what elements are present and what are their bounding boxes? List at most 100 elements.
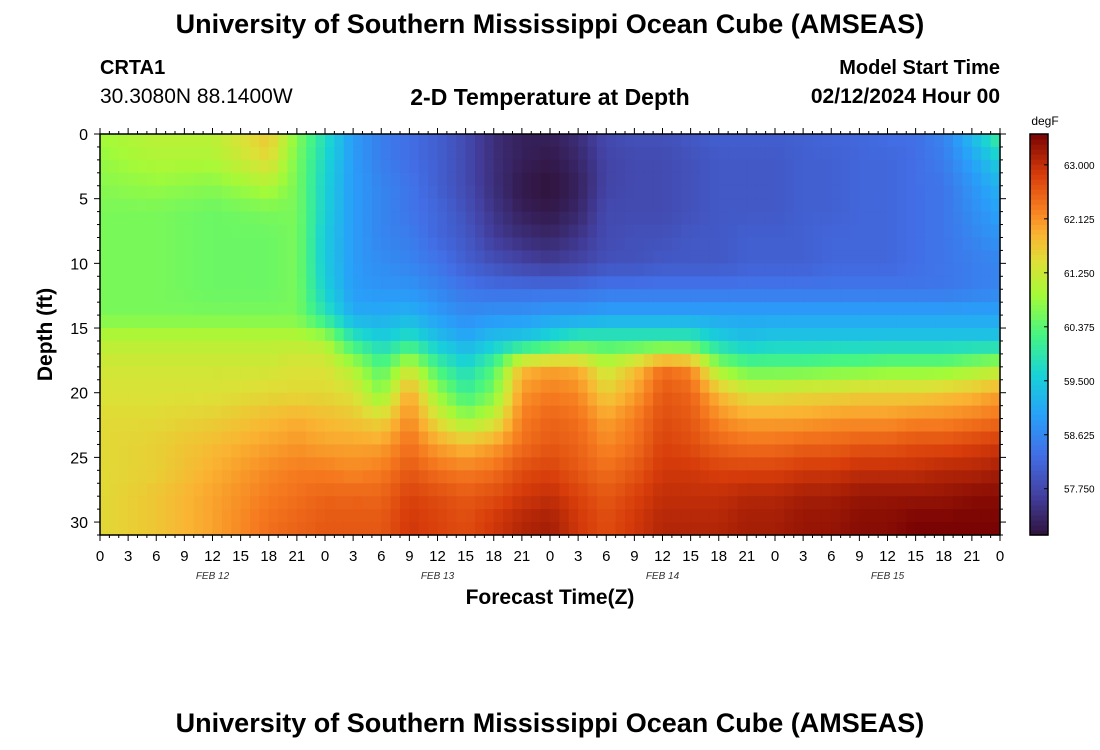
- heatmap-cell: [915, 185, 926, 200]
- heatmap-cell: [840, 431, 851, 446]
- heatmap-cell: [250, 457, 260, 471]
- heatmap-cell: [606, 134, 617, 148]
- heatmap-cell: [681, 379, 692, 394]
- heatmap-cell: [587, 250, 598, 264]
- heatmap-cell: [671, 431, 682, 446]
- heatmap-cell: [390, 522, 401, 536]
- heatmap-cell: [521, 237, 532, 252]
- heatmap-cell: [400, 172, 410, 187]
- heatmap-cell: [390, 496, 401, 510]
- heatmap-cell: [184, 418, 195, 433]
- heatmap-cell: [906, 444, 917, 458]
- heatmap-cell: [128, 483, 139, 497]
- heatmap-cell: [109, 340, 120, 355]
- heatmap-cell: [221, 496, 232, 510]
- heatmap-cell: [371, 172, 382, 187]
- heatmap-cell: [812, 431, 823, 446]
- heatmap-cell: [381, 276, 392, 290]
- heatmap-cell: [128, 237, 139, 252]
- heatmap-cell: [446, 146, 457, 161]
- heatmap-cell: [503, 198, 514, 213]
- heatmap-cell: [146, 418, 157, 433]
- heatmap-cell: [746, 470, 757, 484]
- heatmap-cell: [606, 418, 617, 433]
- heatmap-cell: [100, 185, 110, 200]
- heatmap-cell: [550, 328, 560, 342]
- heatmap-cell: [625, 263, 635, 277]
- heatmap-cell: [165, 172, 176, 187]
- heatmap-cell: [653, 405, 664, 420]
- heatmap-cell: [812, 405, 823, 420]
- colorbar-segment: [1030, 399, 1048, 406]
- heatmap-cell: [962, 211, 973, 226]
- heatmap-cell: [146, 315, 157, 329]
- heatmap-cell: [484, 496, 495, 510]
- heatmap-cell: [287, 379, 298, 394]
- heatmap-cell: [512, 328, 523, 342]
- heatmap-cell: [521, 211, 532, 226]
- heatmap-cell: [306, 237, 317, 252]
- heatmap-cell: [803, 509, 814, 523]
- heatmap-cell: [334, 198, 345, 213]
- heatmap-cell: [718, 522, 729, 536]
- heatmap-cell: [343, 405, 354, 420]
- heatmap-cell: [634, 134, 645, 148]
- heatmap-cell: [175, 224, 185, 239]
- heatmap-cell: [671, 134, 682, 148]
- heatmap-cell: [193, 263, 204, 277]
- heatmap-cell: [868, 418, 879, 433]
- heatmap-cell: [456, 483, 467, 497]
- heatmap-cell: [662, 405, 673, 420]
- heatmap-cell: [259, 366, 270, 381]
- heatmap-cell: [184, 315, 195, 329]
- heatmap-cell: [475, 224, 485, 239]
- heatmap-cell: [878, 224, 889, 239]
- heatmap-cell: [343, 379, 354, 394]
- heatmap-cell: [775, 289, 785, 303]
- heatmap-cell: [906, 392, 917, 407]
- colorbar-segment: [1030, 404, 1048, 411]
- heatmap-cell: [934, 185, 945, 200]
- heatmap-cell: [625, 224, 635, 239]
- heatmap-cell: [784, 522, 795, 536]
- heatmap-cell: [484, 366, 495, 381]
- y-tick-label: 15: [70, 321, 88, 338]
- heatmap-cell: [568, 366, 579, 381]
- heatmap-cell: [362, 366, 373, 381]
- heatmap-cell: [990, 366, 1001, 381]
- heatmap-cell: [559, 379, 570, 394]
- heatmap-cell: [887, 392, 898, 407]
- heatmap-cell: [943, 172, 954, 187]
- heatmap-cell: [512, 302, 523, 316]
- heatmap-cell: [100, 276, 110, 290]
- heatmap-cell: [840, 185, 851, 200]
- heatmap-cell: [128, 328, 139, 342]
- heatmap-cell: [109, 315, 120, 329]
- heatmap-cell: [137, 211, 148, 226]
- heatmap-cell: [278, 224, 289, 239]
- heatmap-cell: [409, 353, 420, 368]
- heatmap-cell: [962, 315, 973, 329]
- heatmap-cell: [746, 405, 757, 420]
- heatmap-cell: [587, 392, 598, 407]
- heatmap-cell: [446, 444, 457, 458]
- heatmap-cell: [943, 483, 954, 497]
- heatmap-cell: [371, 315, 382, 329]
- heatmap-cell: [212, 457, 223, 471]
- heatmap-cell: [484, 418, 495, 433]
- heatmap-cell: [465, 444, 476, 458]
- heatmap-cell: [943, 302, 954, 316]
- heatmap-cell: [831, 315, 842, 329]
- heatmap-cell: [390, 146, 401, 161]
- heatmap-cell: [175, 315, 185, 329]
- heatmap-cell: [784, 509, 795, 523]
- heatmap-cell: [212, 366, 223, 381]
- heatmap-cell: [193, 328, 204, 342]
- heatmap-cell: [765, 392, 776, 407]
- heatmap-cell: [493, 250, 504, 264]
- heatmap-cell: [175, 211, 185, 226]
- heatmap-cell: [362, 134, 373, 148]
- heatmap-cell: [250, 237, 260, 252]
- heatmap-cell: [775, 237, 785, 252]
- heatmap-cell: [531, 522, 542, 536]
